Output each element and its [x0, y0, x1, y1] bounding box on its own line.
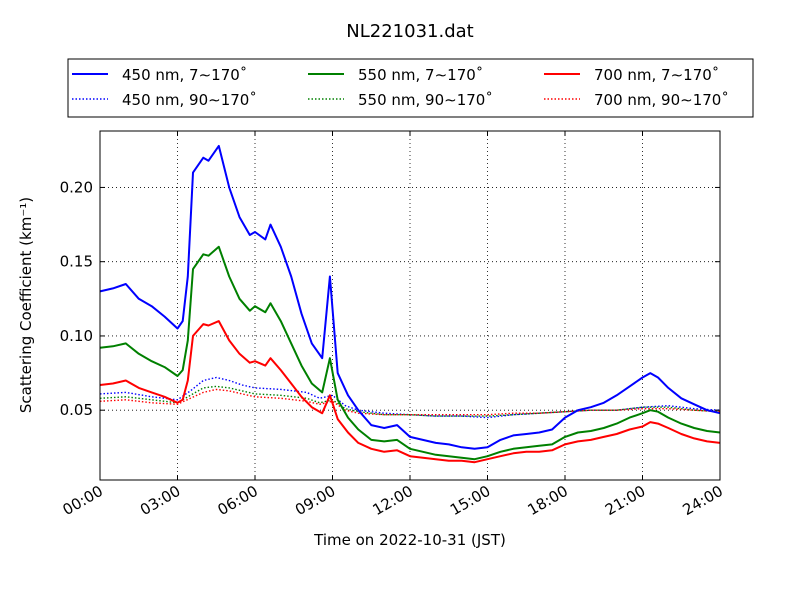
x-tick-label: 15:00	[447, 482, 493, 519]
series-line	[99, 376, 721, 419]
x-tick-label: 21:00	[602, 482, 648, 519]
x-tick-label: 12:00	[370, 482, 416, 519]
x-tick-label: 18:00	[525, 482, 571, 519]
legend-label: 450 nm, 90∼170˚	[122, 91, 257, 109]
x-axis-label: Time on 2022-10-31 (JST)	[313, 531, 506, 549]
legend-label: 700 nm, 7∼170˚	[594, 66, 719, 84]
legend: 450 nm, 7∼170˚ 550 nm, 7∼170˚ 700 nm, 7∼17…	[67, 58, 754, 118]
series-line	[99, 245, 721, 461]
y-tick-label: 0.05	[60, 401, 93, 419]
ticks	[99, 131, 721, 480]
y-tick-label: 0.10	[60, 327, 93, 345]
x-tick-label: 00:00	[60, 482, 106, 519]
y-tick-label: 0.15	[60, 253, 93, 271]
x-tick-label: 24:00	[680, 482, 726, 519]
legend-label: 550 nm, 90∼170˚	[358, 91, 493, 109]
series-layer	[99, 144, 721, 464]
legend-label: 700 nm, 90∼170˚	[594, 91, 729, 109]
y-axis-label: Scattering Coefficient (km⁻¹)	[17, 197, 35, 413]
series-line	[99, 320, 721, 464]
x-tick-label: 09:00	[292, 482, 338, 519]
legend-box	[67, 58, 754, 118]
series-line	[99, 385, 721, 417]
chart-title: NL221031.dat	[346, 21, 473, 42]
y-tick-label: 0.20	[60, 178, 93, 196]
tick-labels: 00:00 03:00 06:00 09:00 12:00 15:00 18:00 21:00…	[60, 178, 726, 519]
x-tick-label: 06:00	[215, 482, 261, 519]
series-line	[99, 144, 721, 450]
series-line	[99, 388, 721, 416]
x-tick-label: 03:00	[137, 482, 183, 519]
legend-label: 550 nm, 7∼170˚	[358, 66, 483, 84]
legend-label: 450 nm, 7∼170˚	[122, 66, 247, 84]
